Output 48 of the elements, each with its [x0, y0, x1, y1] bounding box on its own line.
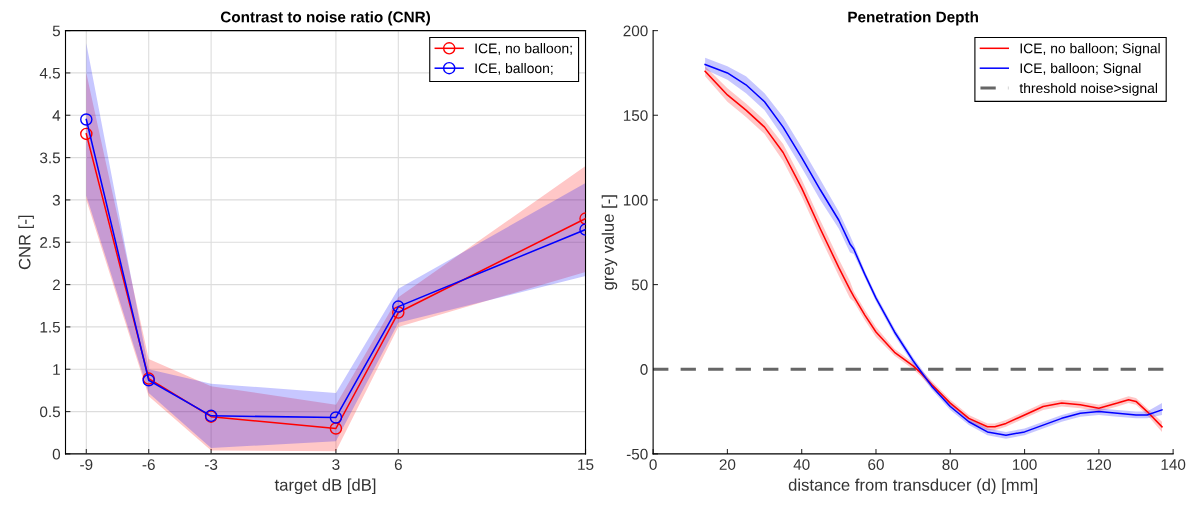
y-axis-title: CNR [-] — [18, 215, 34, 270]
chart-title: Penetration Depth — [848, 11, 978, 26]
x-tick-label: 140 — [1161, 459, 1186, 470]
y-tick-label: 4 — [52, 110, 61, 121]
x-axis-title: distance from transducer (d) [mm] — [788, 478, 1037, 495]
y-tick-label: 200 — [623, 25, 648, 37]
x-tick-label: 6 — [394, 459, 402, 470]
x-tick-label: -3 — [205, 459, 218, 470]
legend-label: ICE, no balloon; — [475, 43, 572, 55]
legend-label: ICE, balloon; — [475, 62, 553, 75]
y-tick-label: 2 — [52, 279, 60, 291]
x-axis-title: target dB [dB] — [274, 478, 376, 495]
y-tick-label: 0 — [52, 448, 61, 460]
x-tick-label: 15 — [578, 459, 594, 470]
chart-title: Contrast to noise ratio (CNR) — [220, 11, 431, 26]
x-tick-label: 80 — [942, 459, 959, 470]
y-tick-label: 3 — [52, 194, 60, 206]
point — [329, 422, 343, 435]
y-tick-label: 1 — [53, 364, 60, 375]
y-tick-label: -50 — [626, 448, 648, 460]
legend-label: ICE, no balloon; Signal — [1020, 43, 1160, 57]
point — [392, 300, 405, 313]
y-tick-label: 50 — [631, 279, 648, 291]
legend-label: ICE, balloon; Signal — [1020, 62, 1141, 76]
y-tick-label: 2.5 — [40, 237, 61, 248]
x-tick-label: 0 — [649, 459, 657, 470]
x-tick-label: -6 — [142, 459, 155, 470]
x-tick-label: 3 — [332, 459, 340, 470]
y-tick-label: 5 — [52, 25, 60, 37]
x-tick-label: 60 — [868, 459, 884, 470]
y-tick-label: 1.5 — [40, 321, 61, 333]
point — [392, 306, 405, 319]
x-tick-label: 120 — [1087, 459, 1111, 470]
y-tick-label: 0 — [640, 364, 648, 375]
y-tick-label: 3.5 — [39, 152, 61, 164]
point — [329, 411, 343, 424]
y-tick-label: 100 — [623, 194, 648, 206]
y-tick-label: 150 — [623, 110, 648, 121]
point — [80, 127, 93, 141]
legend-label: threshold noise>signal — [1019, 82, 1158, 96]
x-tick-label: 100 — [1012, 459, 1037, 470]
x-tick-label: 20 — [719, 459, 736, 470]
x-tick-label: -9 — [80, 459, 93, 470]
y-tick-label: 0.5 — [40, 406, 61, 418]
y-axis-title: grey value [-] — [601, 195, 618, 290]
point — [80, 113, 93, 126]
x-tick-label: 40 — [793, 459, 810, 470]
y-tick-label: 4.5 — [39, 67, 61, 79]
